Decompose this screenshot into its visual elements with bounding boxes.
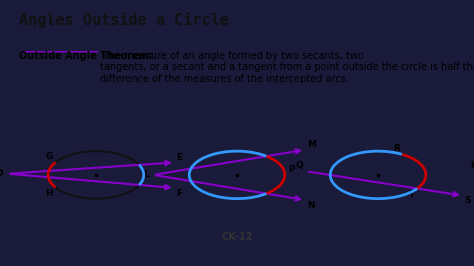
Text: F: F — [176, 189, 182, 198]
Text: S: S — [465, 197, 471, 206]
Text: Angles Outside a Circle: Angles Outside a Circle — [18, 12, 228, 28]
Text: Outside Angle Theorem:: Outside Angle Theorem: — [18, 51, 152, 61]
Text: E: E — [177, 153, 182, 161]
Text: R: R — [393, 144, 400, 153]
Text: R: R — [470, 161, 474, 170]
Text: M: M — [307, 140, 316, 149]
Text: The measure of an angle formed by two secants, two
tangents, or a secant and a t: The measure of an angle formed by two se… — [100, 51, 474, 84]
Text: Q: Q — [295, 161, 303, 170]
Text: T: T — [409, 190, 415, 199]
Text: G: G — [46, 152, 53, 161]
Text: H: H — [46, 189, 53, 198]
Text: L: L — [143, 171, 149, 179]
Text: D: D — [0, 169, 3, 178]
Text: N: N — [307, 201, 314, 210]
Text: P: P — [288, 165, 294, 174]
Text: CK-12: CK-12 — [221, 232, 253, 242]
